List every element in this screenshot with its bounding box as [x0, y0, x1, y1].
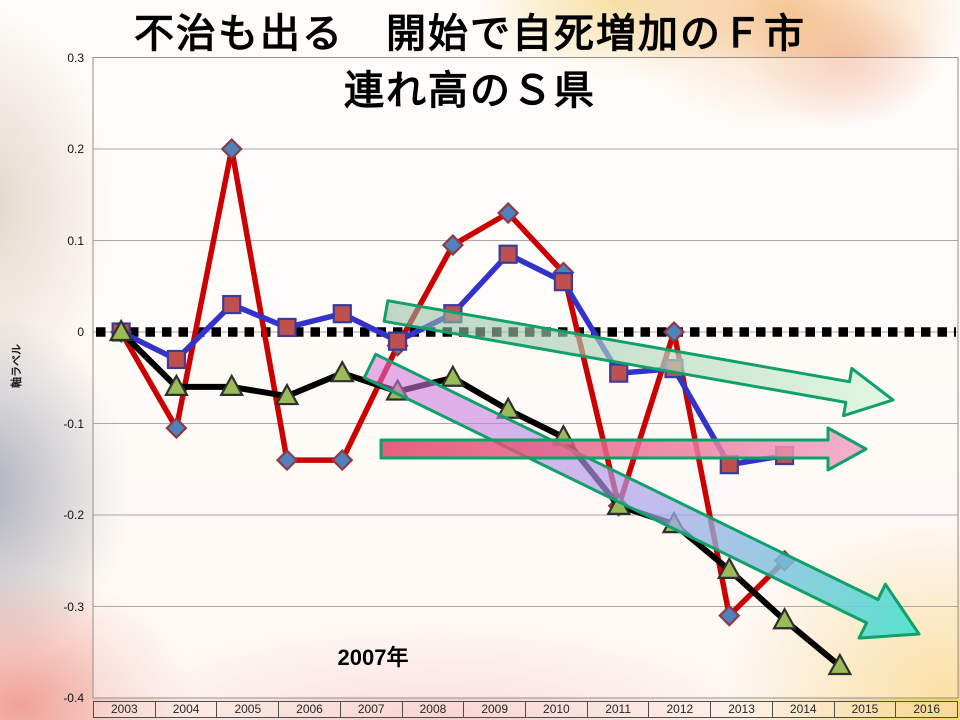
red-diamond-series-point-2013: [662, 320, 686, 344]
blue-square-series-point-2008: [387, 331, 408, 351]
x-axis-year-2013: 2013: [710, 702, 772, 717]
x-axis-year-2008: 2008: [401, 702, 464, 717]
y-axis-label: 軸ラベル: [11, 344, 23, 388]
blue-square-series-point-2006: [277, 317, 297, 338]
black-triangle-series-line: [118, 329, 843, 669]
y-tick--0.3: -0.3: [63, 599, 84, 614]
black-triangle-series-point-2006: [274, 382, 300, 406]
black-triangle-series-point-2003: [108, 318, 134, 342]
black-triangle-series-point-2015: [772, 606, 797, 630]
x-axis-year-2012: 2012: [648, 702, 710, 717]
red-diamond-series-point-2014: [718, 604, 741, 627]
x-axis-year-2005: 2005: [216, 702, 278, 717]
x-axis-year-2007: 2007: [339, 702, 402, 717]
x-axis-year-row: 2003 2004 2005 2006 2007 2008 2009 2010 2011 2012…: [93, 701, 958, 718]
red-diamond-series-point-2009: [441, 234, 464, 257]
chart-title-line2: 連れ高のＳ県: [344, 69, 596, 113]
y-tick-0.2: 0.2: [67, 142, 84, 156]
y-tick-0.1: 0.1: [67, 233, 84, 248]
blue-square-series-point-2012: [609, 363, 629, 383]
red-diamond-series-point-2005: [220, 137, 243, 161]
black-triangle-series-point-2004: [164, 373, 189, 396]
red-diamond-series-point-2006: [275, 449, 299, 472]
black-triangle-series-point-2016: [827, 652, 853, 676]
magenta-cyan-arrow: [362, 352, 921, 640]
annotation-2007: 2007年: [337, 645, 409, 670]
red-diamond-series-point-2010: [497, 201, 520, 225]
x-axis-year-2011: 2011: [586, 702, 649, 717]
green-arrow: [382, 299, 895, 418]
red-diamond-series-point-2004: [165, 417, 188, 440]
y-tick-0: 0: [77, 325, 84, 339]
chart-title: 不治も出る 開始で自死増加のＦ市 連れ高のＳ県: [0, 6, 940, 120]
blue-square-series-point-2005: [222, 294, 242, 315]
red-diamond-series-point-2007: [331, 449, 354, 472]
black-triangle-series-point-2014: [716, 556, 742, 579]
blue-square-series-point-2004: [166, 349, 187, 370]
x-axis-year-2010: 2010: [525, 702, 587, 717]
y-tick-0.3: 0.3: [67, 50, 84, 65]
pink-arrow: [379, 426, 868, 472]
black-triangle-series-point-2007: [329, 359, 355, 383]
plot-border: [92, 57, 959, 699]
x-axis-year-2009: 2009: [463, 702, 525, 717]
blue-square-series-point-2007: [332, 304, 352, 324]
y-tick--0.2: -0.2: [63, 508, 84, 522]
x-axis-year-2004: 2004: [154, 702, 217, 717]
x-axis-year-2015: 2015: [833, 702, 896, 717]
blue-square-series-point-2010: [498, 244, 518, 264]
x-axis-year-2003: 2003: [111, 702, 138, 716]
black-triangle-series-point-2005: [219, 373, 245, 396]
y-tick--0.4: -0.4: [63, 691, 84, 705]
x-axis-year-2016: 2016: [895, 702, 957, 717]
chart-title-line1: 不治も出る 開始で自死増加のＦ市: [134, 12, 806, 56]
x-axis-year-2014: 2014: [771, 702, 834, 717]
blue-square-series-point-2011: [553, 272, 574, 292]
black-triangle-series-point-2009: [440, 364, 466, 387]
x-axis-year-2006: 2006: [278, 702, 340, 717]
y-tick--0.1: -0.1: [63, 416, 84, 431]
